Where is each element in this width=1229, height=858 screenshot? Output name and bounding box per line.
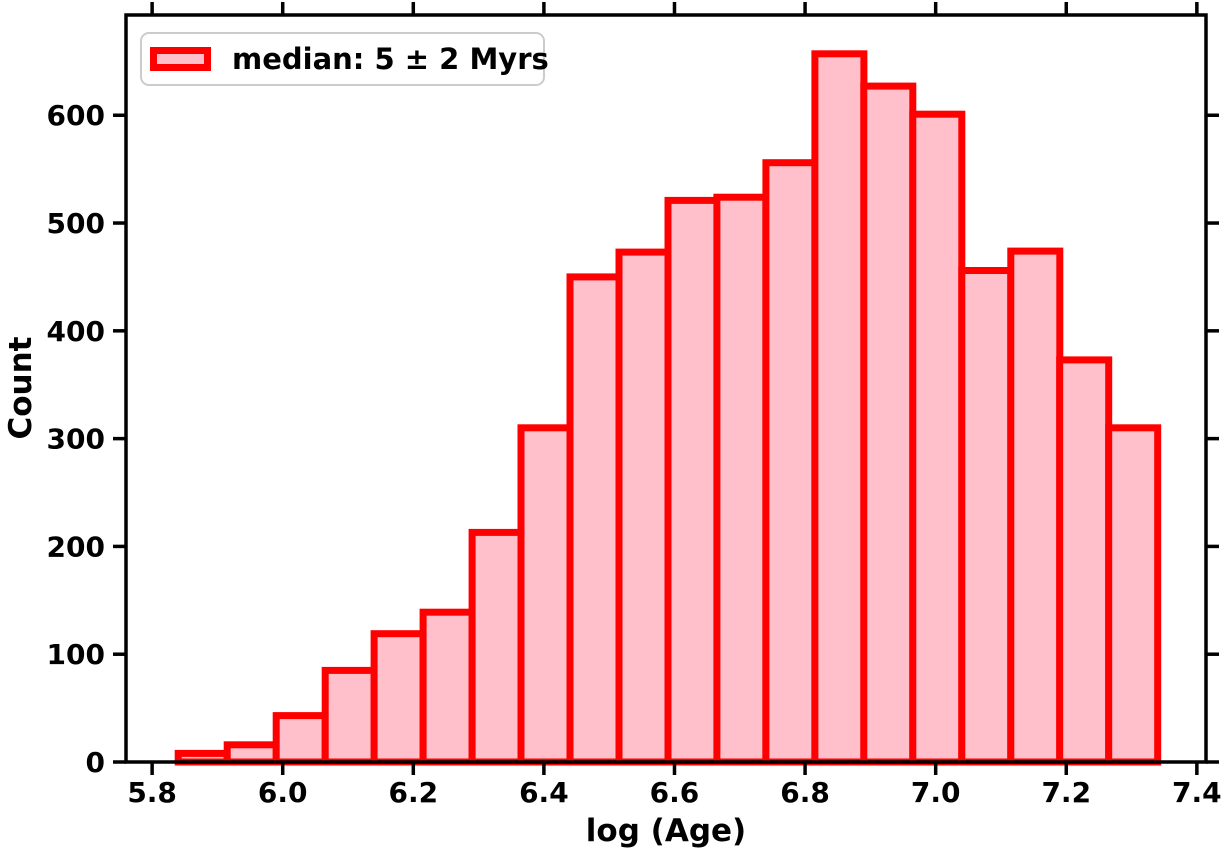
x-tick-label: 6.4 (519, 776, 569, 809)
x-axis-label: log (Age) (586, 813, 746, 849)
x-tick-label: 6.8 (780, 776, 830, 809)
histogram-bar (419, 608, 476, 766)
y-tick-label: 400 (47, 315, 105, 348)
histogram-bar (272, 712, 329, 766)
histogram-bar (615, 248, 672, 766)
x-tick-label: 6.2 (388, 776, 438, 809)
histogram-bar (909, 110, 966, 766)
y-tick-label: 600 (47, 99, 105, 132)
legend-patch-icon (150, 47, 211, 71)
histogram-bar (1056, 356, 1113, 766)
y-tick-label: 200 (47, 530, 105, 563)
x-tick-label: 5.8 (127, 776, 177, 809)
y-tick-label: 0 (86, 746, 105, 779)
histogram-bar (517, 424, 574, 766)
legend: median: 5 ± 2 Myrs (140, 32, 549, 86)
histogram-bar (321, 666, 378, 766)
y-axis-label: Count (3, 336, 39, 439)
histogram-bar (664, 196, 721, 766)
histogram-bar (958, 267, 1015, 766)
histogram-bar (713, 193, 770, 766)
histogram-bar (762, 159, 819, 766)
histogram-bar (370, 630, 427, 766)
plot-border (124, 13, 1208, 764)
x-tick-label: 6.6 (650, 776, 700, 809)
bars-layer (174, 50, 1162, 766)
histogram-bar (468, 528, 525, 766)
histogram-bar (223, 741, 280, 766)
histogram-bar (1007, 247, 1064, 766)
x-tick-label: 6.0 (258, 776, 308, 809)
y-tick-label: 500 (47, 207, 105, 240)
axes-layer: 5.8 6.0 6.2 6.4 6.6 6.8 7.0 7.2 7.4 0 100 200 300 400… (47, 2, 1222, 809)
y-tick-label: 100 (47, 638, 105, 671)
histogram-bar (811, 50, 868, 766)
histogram-bar (860, 82, 917, 766)
x-tick-label: 7.2 (1041, 776, 1091, 809)
histogram-bar (566, 273, 623, 766)
y-tick-label: 300 (47, 423, 105, 456)
histogram-bar (1105, 424, 1162, 766)
x-tick-label: 7.0 (911, 776, 961, 809)
legend-label: median: 5 ± 2 Myrs (232, 41, 549, 76)
x-tick-label: 7.4 (1172, 776, 1222, 809)
